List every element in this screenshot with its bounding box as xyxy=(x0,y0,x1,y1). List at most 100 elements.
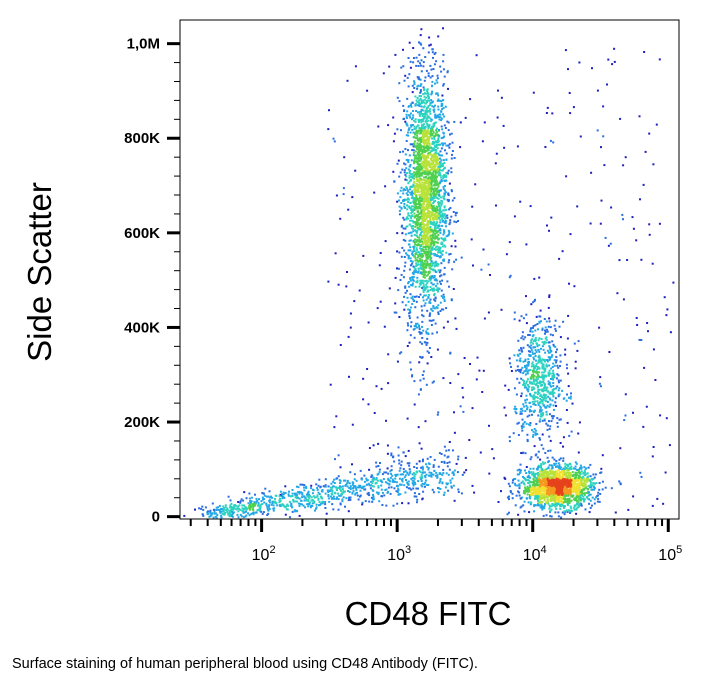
event-dot xyxy=(411,192,414,195)
event-dot xyxy=(431,142,434,145)
event-dot xyxy=(532,473,535,475)
event-dot xyxy=(546,428,549,431)
event-dot xyxy=(564,465,567,468)
event-dot xyxy=(442,308,445,311)
event-dot xyxy=(436,191,438,194)
event-dot xyxy=(441,165,444,167)
event-dot xyxy=(378,500,381,503)
event-dot xyxy=(540,502,543,505)
event-dot xyxy=(567,494,570,497)
event-dot xyxy=(563,510,566,513)
event-dot xyxy=(569,471,571,474)
event-dot xyxy=(429,180,431,183)
event-dot xyxy=(576,482,579,485)
event-dot xyxy=(403,295,406,298)
event-dot xyxy=(537,479,540,482)
event-dot xyxy=(539,418,542,421)
event-dot xyxy=(559,365,561,367)
event-dot xyxy=(526,493,529,496)
event-dot xyxy=(430,92,433,95)
event-dot xyxy=(455,327,458,330)
event-dot xyxy=(538,504,541,507)
event-dot xyxy=(400,129,402,132)
event-dot xyxy=(415,137,418,140)
event-dot xyxy=(449,219,452,222)
event-dot xyxy=(584,486,587,489)
event-dot xyxy=(441,154,443,157)
event-dot xyxy=(411,252,414,255)
event-dot xyxy=(406,322,409,325)
event-dot xyxy=(408,214,411,217)
event-dot xyxy=(429,104,432,107)
event-dot xyxy=(419,341,422,344)
event-dot xyxy=(421,118,424,121)
event-dot xyxy=(534,454,537,457)
event-dot xyxy=(431,309,434,312)
event-dot xyxy=(517,339,520,342)
event-dot xyxy=(533,497,536,500)
event-dot xyxy=(549,487,552,490)
event-dot xyxy=(574,504,577,507)
event-dot xyxy=(413,189,416,192)
event-dot xyxy=(413,158,416,161)
event-dot xyxy=(538,344,541,347)
event-dot xyxy=(560,466,563,469)
event-dot xyxy=(574,488,577,491)
event-dot xyxy=(442,259,444,262)
event-dot xyxy=(435,188,438,191)
event-dot xyxy=(415,247,418,250)
event-dot xyxy=(530,493,532,496)
event-dot xyxy=(426,225,429,228)
event-dot xyxy=(526,488,529,491)
event-dot xyxy=(429,312,432,315)
event-dot xyxy=(430,356,433,358)
event-dot xyxy=(403,484,406,487)
event-dot xyxy=(287,493,290,496)
event-dot xyxy=(404,163,407,166)
event-dot xyxy=(576,486,579,489)
event-dot xyxy=(426,169,429,172)
event-dot xyxy=(434,116,437,119)
event-dot xyxy=(433,163,436,166)
event-dot xyxy=(422,203,425,206)
event-dot xyxy=(546,490,549,493)
event-dot xyxy=(408,165,411,168)
event-dot xyxy=(411,101,414,104)
event-dot xyxy=(419,293,422,296)
event-dot xyxy=(408,127,411,130)
event-dot xyxy=(428,166,431,168)
event-dot xyxy=(546,491,549,494)
event-dot xyxy=(537,371,540,374)
event-dot xyxy=(437,290,439,293)
event-dot xyxy=(539,376,542,379)
event-dot xyxy=(440,110,443,113)
event-dot xyxy=(555,477,558,480)
event-dot xyxy=(553,387,555,390)
event-dot xyxy=(422,246,425,249)
event-dot xyxy=(449,481,452,484)
event-dot xyxy=(567,484,569,487)
event-dot xyxy=(419,199,422,202)
event-dot xyxy=(415,174,418,176)
event-dot xyxy=(439,143,442,146)
event-dot xyxy=(448,182,451,185)
event-dot xyxy=(440,241,443,244)
event-dot xyxy=(559,360,562,363)
event-dot xyxy=(422,109,425,112)
event-dot xyxy=(442,239,445,242)
event-dot xyxy=(559,489,562,492)
event-dot xyxy=(413,327,416,330)
event-dot xyxy=(419,137,422,139)
event-dot xyxy=(535,315,538,318)
event-dot xyxy=(429,298,432,301)
event-dot xyxy=(460,256,463,259)
event-dot xyxy=(426,341,429,344)
event-dot xyxy=(524,364,526,367)
event-dot xyxy=(432,125,435,128)
event-dot xyxy=(422,169,424,172)
event-dot xyxy=(574,461,577,464)
event-dot xyxy=(422,140,425,143)
event-dot xyxy=(550,378,552,380)
event-dot xyxy=(560,500,563,503)
event-dot xyxy=(558,393,561,396)
